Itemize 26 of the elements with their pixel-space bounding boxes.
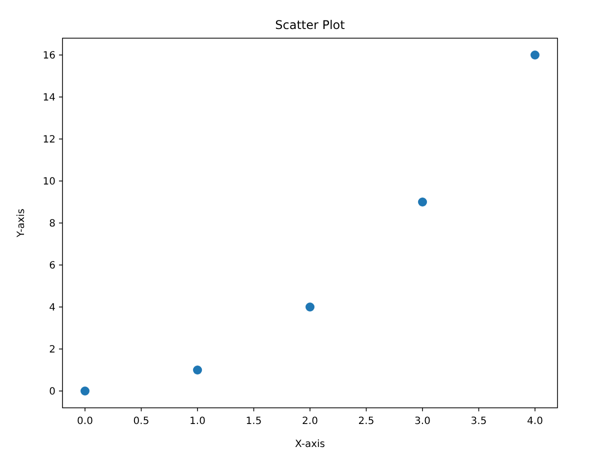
point xyxy=(530,50,540,60)
y-tick-label: 8 xyxy=(49,218,56,230)
x-tick-label: 2.0 xyxy=(302,416,318,427)
y-tick-label: 12 xyxy=(42,134,56,146)
y-axis-title: Y-axis xyxy=(16,208,27,238)
y-tick-label: 10 xyxy=(42,176,56,188)
point xyxy=(306,302,314,312)
point xyxy=(418,198,427,206)
y-tick-label: 16 xyxy=(42,50,56,62)
x-tick-label: 1.0 xyxy=(190,416,206,427)
chart-title: Scatter Plot xyxy=(275,18,346,32)
x-tick-label: 2.5 xyxy=(358,416,374,427)
y-tick-label: 14 xyxy=(42,92,56,104)
y-tick-label: 6 xyxy=(49,260,56,272)
y-tick-label: 4 xyxy=(49,302,56,314)
x-tick-label: 1.5 xyxy=(246,416,262,427)
x-tick-label: 4.0 xyxy=(527,416,543,427)
x-axis-title: X-axis xyxy=(295,439,325,450)
x-tick-label: 3.5 xyxy=(470,416,487,427)
point xyxy=(193,366,202,374)
x-tick-label: 3.0 xyxy=(414,416,430,427)
x-tick-label: 0.0 xyxy=(77,416,93,427)
y-tick-label: 0 xyxy=(49,386,56,398)
x-tick-label: 0.5 xyxy=(133,416,150,427)
y-tick-label: 2 xyxy=(49,344,56,356)
point xyxy=(80,386,90,396)
